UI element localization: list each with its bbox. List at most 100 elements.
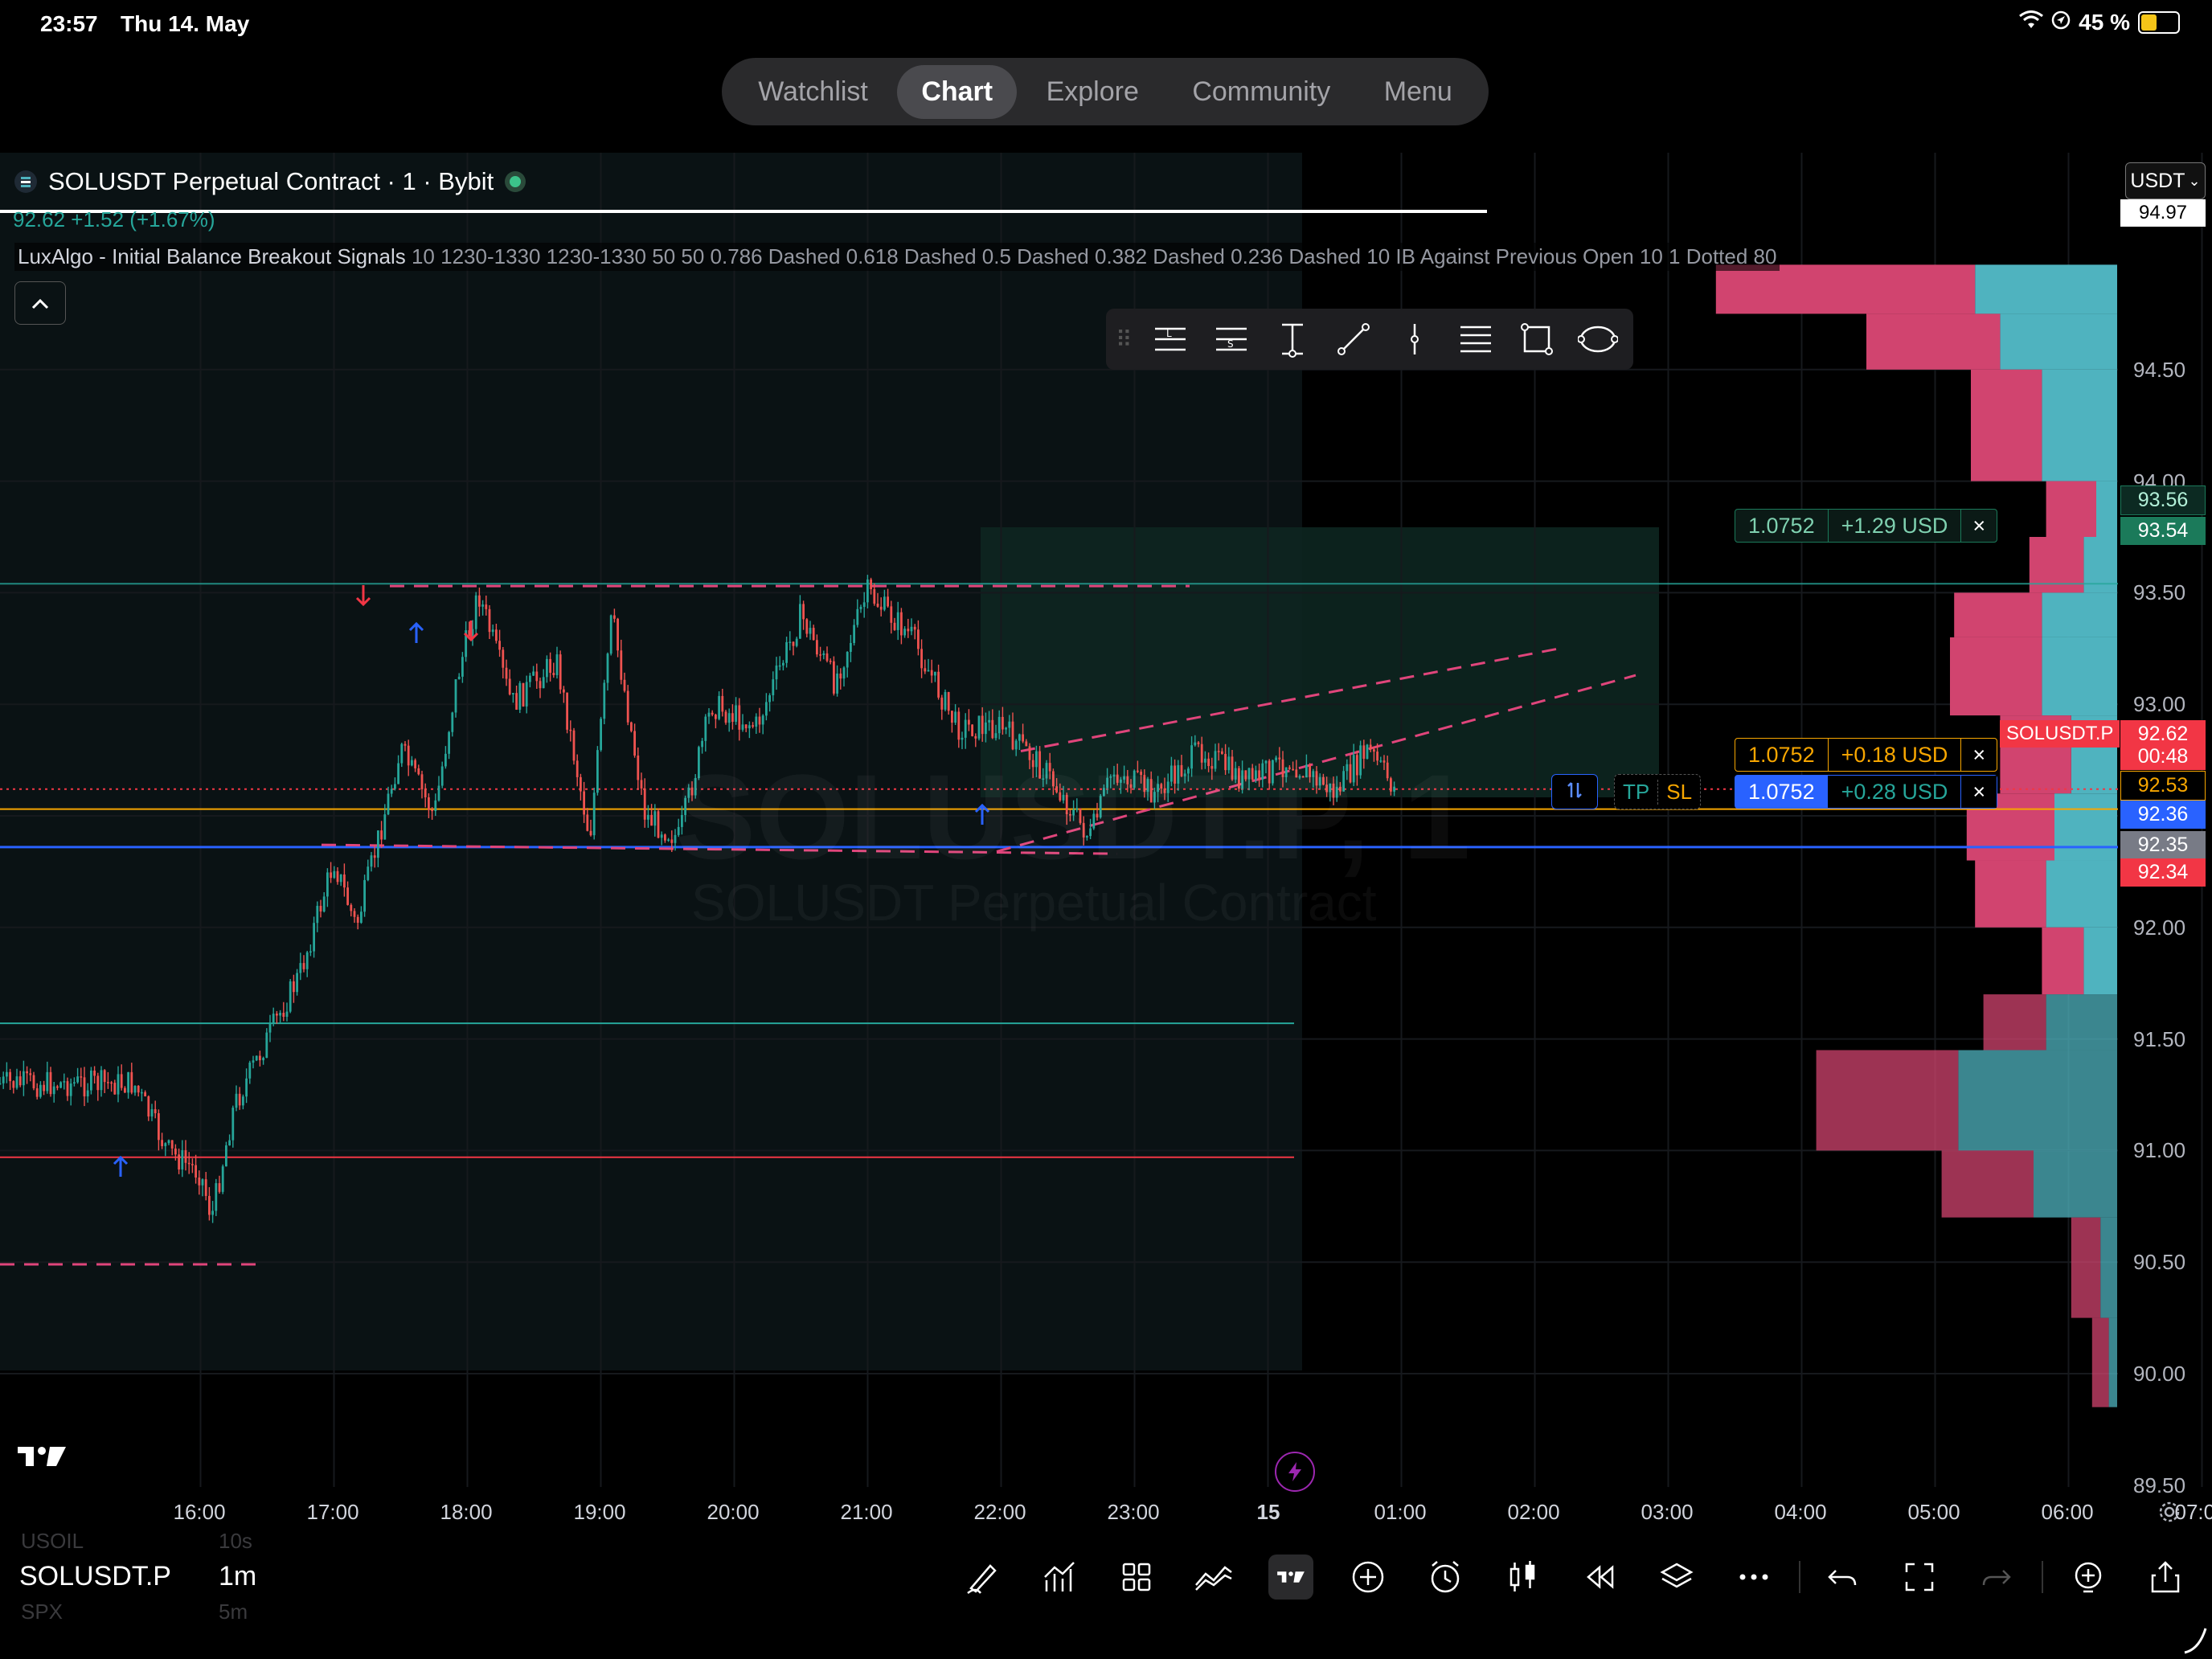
candle-body bbox=[43, 1084, 45, 1092]
symbol-legend[interactable]: SOLUSDT Perpetual Contract · 1 · Bybit bbox=[14, 167, 526, 196]
undo-icon[interactable] bbox=[1820, 1555, 1865, 1600]
tp-sl-button[interactable]: TP SL bbox=[1614, 774, 1702, 809]
recent-symbol-1[interactable]: USOIL bbox=[21, 1529, 84, 1553]
candle-body bbox=[1322, 776, 1325, 785]
recent-interval-1[interactable]: 10s bbox=[219, 1529, 252, 1553]
indicators-icon[interactable] bbox=[1037, 1555, 1082, 1600]
tab-explore[interactable]: Explore bbox=[1046, 76, 1139, 107]
more-icon[interactable] bbox=[1731, 1555, 1776, 1600]
sl-label[interactable]: SL bbox=[1657, 779, 1700, 805]
tab-watchlist[interactable]: Watchlist bbox=[758, 76, 868, 107]
candle-body bbox=[609, 615, 612, 654]
price-axis-label: 93.50 bbox=[2133, 580, 2186, 605]
swing-low-dashed bbox=[321, 843, 1118, 855]
candle-body bbox=[664, 834, 666, 841]
add-icon[interactable] bbox=[1346, 1555, 1391, 1600]
tp-close-button[interactable]: × bbox=[1972, 513, 1986, 538]
candle-body bbox=[6, 1071, 8, 1077]
candle-body bbox=[231, 1108, 235, 1141]
time-axis-label: 02:00 bbox=[1507, 1500, 1560, 1524]
symbol-selector[interactable]: SOLUSDT.P bbox=[19, 1561, 171, 1591]
reverse-position-button[interactable] bbox=[1551, 774, 1598, 809]
fib-retracement-icon[interactable] bbox=[1453, 317, 1498, 362]
indicator-legend[interactable]: LuxAlgo - Initial Balance Breakout Signa… bbox=[14, 243, 1780, 271]
legend-collapse-button[interactable] bbox=[14, 281, 66, 325]
tp-label[interactable]: TP bbox=[1623, 779, 1650, 804]
tradingview-button-icon[interactable] bbox=[1268, 1555, 1313, 1600]
entry-close-button[interactable]: × bbox=[1961, 776, 1997, 808]
ellipse-icon[interactable] bbox=[1575, 317, 1620, 362]
interval-selector[interactable]: 1m bbox=[219, 1561, 257, 1591]
short-position-icon[interactable]: S bbox=[1209, 317, 1254, 362]
position-order[interactable]: 1.0752 +0.18 USD × bbox=[1735, 738, 1998, 772]
candle-body bbox=[39, 1084, 42, 1097]
candle-body bbox=[1278, 757, 1281, 760]
candle-body bbox=[900, 612, 903, 636]
drawing-tools-icon[interactable] bbox=[960, 1555, 1005, 1600]
long-position-icon[interactable]: L bbox=[1148, 317, 1193, 362]
rectangle-icon[interactable] bbox=[1514, 317, 1559, 362]
candle-body bbox=[1065, 794, 1068, 815]
time-axis-label: 07:00 bbox=[2174, 1500, 2212, 1524]
candle-body bbox=[1332, 783, 1335, 798]
time-axis-label: 16:00 bbox=[173, 1500, 226, 1524]
tab-menu[interactable]: Menu bbox=[1383, 76, 1452, 107]
take-profit-order[interactable]: 1.0752 +1.29 USD × bbox=[1735, 509, 1998, 543]
candle-body bbox=[1005, 727, 1007, 730]
lightning-icon[interactable] bbox=[1275, 1452, 1315, 1492]
candle-body bbox=[184, 1150, 187, 1163]
axis-settings-icon[interactable] bbox=[2157, 1500, 2181, 1528]
volume-profile-buy-bar bbox=[2108, 1317, 2117, 1407]
layers-icon[interactable] bbox=[1654, 1555, 1699, 1600]
replay-icon[interactable] bbox=[1577, 1555, 1622, 1600]
compare-icon[interactable] bbox=[1191, 1555, 1236, 1600]
candle-body bbox=[778, 665, 781, 667]
trend-line-icon[interactable] bbox=[1331, 317, 1376, 362]
candle-body bbox=[80, 1076, 83, 1078]
candle-body bbox=[735, 705, 737, 722]
candle-body bbox=[103, 1070, 106, 1083]
candles-icon[interactable] bbox=[1500, 1555, 1545, 1600]
layout-grid-icon[interactable] bbox=[1114, 1555, 1159, 1600]
candle-body bbox=[1244, 770, 1247, 780]
position-qty: 1.0752 bbox=[1735, 739, 1829, 771]
candle-body bbox=[83, 1077, 86, 1097]
candle-body bbox=[1133, 770, 1136, 789]
candle-body bbox=[596, 750, 599, 793]
candle-body bbox=[1116, 774, 1119, 783]
candle-body bbox=[403, 743, 407, 746]
add-alert-icon[interactable] bbox=[2066, 1555, 2111, 1600]
recent-symbol-2[interactable]: SPX bbox=[21, 1600, 63, 1624]
candle-body bbox=[667, 839, 670, 841]
redo-icon[interactable] bbox=[1974, 1555, 2019, 1600]
alert-clock-icon[interactable] bbox=[1423, 1555, 1468, 1600]
drag-handle-icon[interactable]: ⠿ bbox=[1116, 326, 1133, 352]
candle-body bbox=[907, 629, 910, 632]
candle-body bbox=[259, 1055, 261, 1061]
candle-body bbox=[1011, 721, 1014, 750]
vertical-line-icon[interactable] bbox=[1392, 317, 1437, 362]
candle-body bbox=[1149, 779, 1153, 803]
candle-body bbox=[1339, 786, 1342, 792]
position-close-button[interactable]: × bbox=[1972, 742, 1986, 767]
candle-body bbox=[977, 715, 981, 739]
tab-chart[interactable]: Chart bbox=[897, 64, 1018, 119]
candle-body bbox=[32, 1075, 35, 1088]
candle-body bbox=[478, 595, 481, 607]
entry-order[interactable]: 1.0752 +0.28 USD × bbox=[1735, 775, 1998, 809]
candle-body bbox=[1035, 751, 1038, 768]
candle-body bbox=[917, 629, 920, 649]
price-range-icon[interactable] bbox=[1270, 317, 1315, 362]
candle-body bbox=[1264, 760, 1268, 764]
candle-body bbox=[748, 725, 751, 729]
candle-body bbox=[0, 1083, 2, 1085]
recent-interval-2[interactable]: 5m bbox=[219, 1600, 248, 1624]
candle-body bbox=[1315, 771, 1318, 786]
share-icon[interactable] bbox=[2143, 1555, 2188, 1600]
candle-body bbox=[1112, 774, 1116, 777]
fullscreen-icon[interactable] bbox=[1897, 1555, 1942, 1600]
tab-community[interactable]: Community bbox=[1192, 76, 1331, 107]
candle-body bbox=[859, 607, 862, 609]
currency-selector[interactable]: USDT ⌄ bbox=[2125, 162, 2206, 199]
candle-body bbox=[181, 1150, 184, 1169]
